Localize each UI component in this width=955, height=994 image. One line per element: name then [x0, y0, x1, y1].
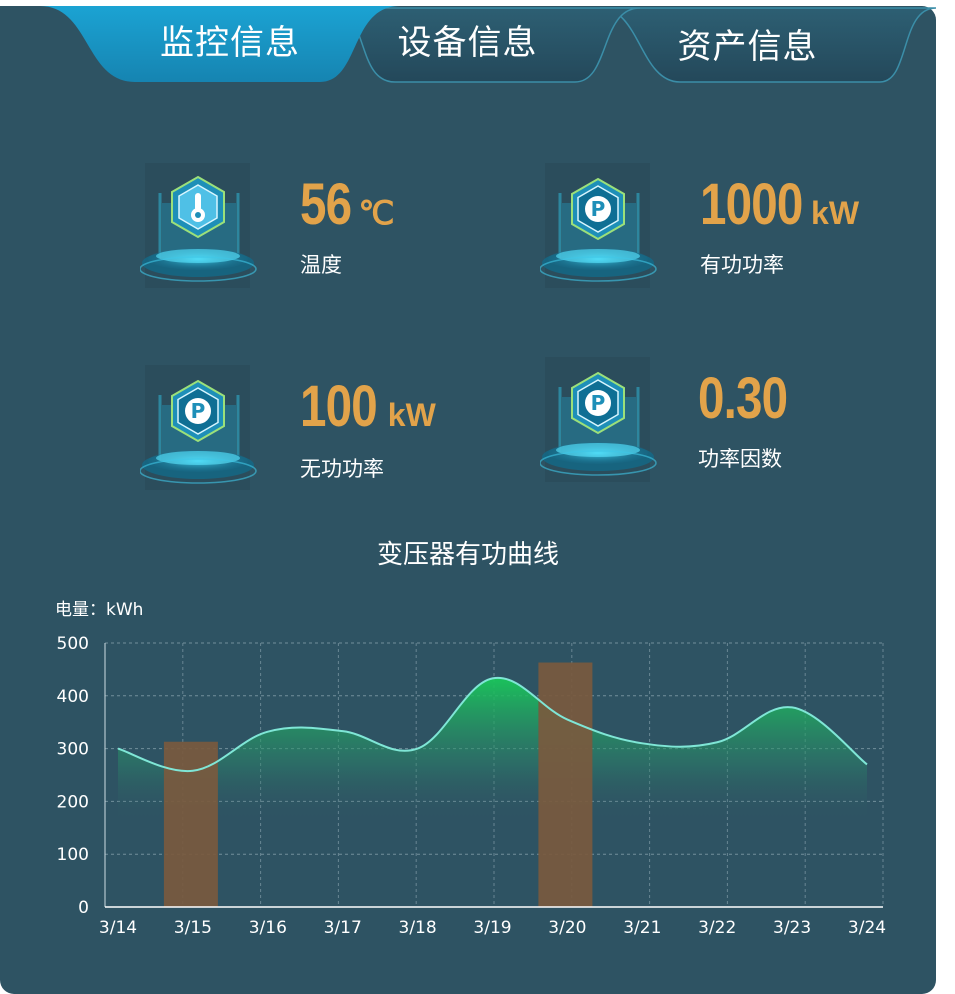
metric-reactive-power: 100 kW 无功功率: [140, 365, 460, 490]
reactive-power-unit: kW: [387, 397, 436, 433]
y-tick-label: 500: [57, 634, 89, 654]
tab-bar: 监控信息 设备信息 资产信息: [0, 0, 955, 90]
power-factor-value: 0.30: [698, 366, 788, 431]
tab-monitoring[interactable]: 监控信息: [160, 23, 300, 63]
temperature-label: 温度: [300, 253, 342, 277]
y-tick-label: 100: [57, 845, 89, 865]
x-tick-label: 3/14: [99, 918, 137, 938]
y-tick-label: 300: [57, 740, 89, 760]
power-factor-label: 功率因数: [698, 447, 782, 471]
x-tick-label: 3/21: [623, 918, 661, 938]
x-tick-label: 3/20: [548, 918, 586, 938]
y-tick-label: 0: [78, 898, 89, 918]
tab-asset[interactable]: 资产信息: [677, 27, 818, 67]
x-tick-label: 3/19: [473, 918, 511, 938]
series-area: [118, 677, 867, 823]
tab-background: [0, 0, 955, 83]
x-tick-label: 3/18: [399, 918, 437, 938]
x-tick-label: 3/22: [698, 918, 736, 938]
metric-temperature: 56 ℃ 温度: [140, 163, 440, 288]
bar-3-20: [538, 662, 593, 907]
y-tick-label: 200: [57, 792, 89, 812]
chart-unit-label: 电量：kWh: [55, 600, 144, 620]
x-tick-label: 3/23: [773, 918, 811, 938]
axis-layer: 0 100 200 300 400 500 3/14 3/15 3/16 3/17 3/18 3/19…: [57, 634, 887, 938]
active-power-label: 有功功率: [700, 253, 784, 277]
chart-title: 变压器有功曲线: [376, 540, 559, 570]
x-tick-label: 3/15: [174, 918, 212, 938]
metric-active-power: 1000 kW 有功功率: [540, 163, 920, 288]
reactive-power-label: 无功功率: [300, 457, 384, 481]
active-power-unit: kW: [811, 195, 860, 231]
tab-device[interactable]: 设备信息: [397, 23, 538, 63]
temperature-unit: ℃: [358, 195, 395, 231]
metric-power-factor: 0.30 功率因数: [540, 357, 860, 482]
x-tick-label: 3/24: [848, 918, 886, 938]
area-layer: [118, 677, 867, 823]
thermometer-icon: [140, 163, 258, 288]
temperature-value: 56: [300, 172, 352, 237]
active-power-value: 1000: [700, 172, 803, 237]
line-layer: [117, 676, 868, 773]
bar-layer: [163, 662, 593, 907]
x-tick-label: 3/16: [249, 918, 287, 938]
x-tick-label: 3/17: [324, 918, 362, 938]
reactive-power-value: 100: [300, 374, 378, 439]
y-tick-label: 400: [57, 687, 89, 707]
